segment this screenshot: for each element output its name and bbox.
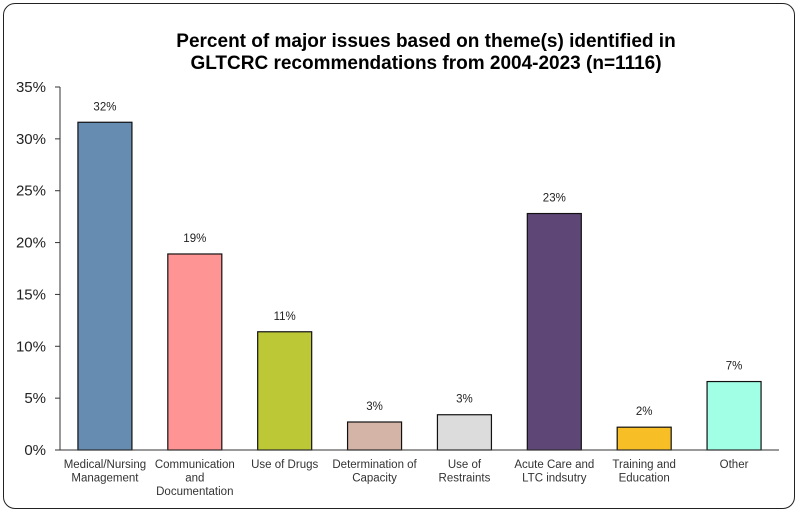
x-tick-label-line: Capacity	[352, 473, 397, 485]
data-label: 19%	[183, 233, 206, 245]
y-tick-label: 10%	[16, 338, 46, 355]
x-tick-label: Use of Restraints	[439, 459, 491, 485]
x-tick-label-line: Training and	[612, 459, 676, 471]
y-axis: 0% 5% 10% 15% 20% 25% 30% 35%	[16, 79, 61, 459]
chart-title: Percent of major issues based on theme(s…	[176, 31, 675, 74]
x-tick-label-line: Communication	[155, 459, 235, 471]
x-tick-label-line: LTC indsutry	[522, 473, 587, 485]
data-label: 23%	[543, 193, 566, 205]
y-tick-label: 15%	[16, 286, 46, 303]
bar	[257, 331, 313, 451]
x-tick-label-line: Documentation	[156, 486, 233, 498]
data-label: 3%	[456, 394, 473, 406]
bar	[346, 421, 403, 451]
x-tick-label-line: Determination of	[332, 459, 417, 471]
bar	[167, 253, 223, 451]
x-tick-label: Determination of Capacity	[332, 459, 417, 485]
x-tick-label: Acute Care and LTC indsutry	[514, 459, 594, 485]
y-tick-label: 5%	[24, 390, 46, 407]
bar	[706, 380, 762, 451]
y-tick-label: 30%	[16, 131, 46, 148]
y-tick-label: 35%	[16, 79, 46, 96]
x-tick-label: Medical/Nursing Management	[64, 459, 146, 485]
bar	[77, 121, 133, 451]
bars	[77, 121, 762, 451]
chart-title-line: GLTCRC recommendations from 2004-2023 (n…	[190, 53, 661, 74]
x-tick-label-line: Restraints	[439, 473, 491, 485]
data-label: 7%	[726, 361, 743, 373]
y-tick-label: 20%	[16, 235, 46, 252]
x-tick-label-line: Education	[619, 473, 670, 485]
data-labels: 32% 19% 11% 3% 3% 23% 2% 7%	[93, 101, 742, 418]
x-tick-label: Training and Education	[612, 459, 676, 485]
x-tick-label-line: Use of Drugs	[251, 459, 318, 471]
data-label: 32%	[93, 101, 116, 113]
bar	[436, 414, 493, 451]
x-tick-label-line: and	[185, 473, 204, 485]
data-label: 2%	[636, 406, 653, 418]
y-tick-label: 25%	[16, 183, 46, 200]
bar	[616, 426, 672, 451]
x-tick-label: Use of Drugs	[251, 459, 318, 471]
x-tick-label-line: Medical/Nursing	[64, 459, 146, 471]
data-label: 11%	[274, 311, 296, 323]
x-axis: Medical/Nursing Management Communication an…	[60, 449, 779, 498]
chart-title-line: Percent of major issues based on theme(s…	[176, 31, 675, 52]
x-tick-label: Other	[720, 459, 749, 471]
x-tick-label-line: Other	[720, 459, 749, 471]
x-tick-label-line: Use of	[448, 459, 482, 471]
x-tick-label-line: Acute Care and	[514, 459, 594, 471]
data-label: 3%	[366, 401, 383, 413]
x-tick-label: Communication and Documentation	[155, 459, 235, 498]
x-tick-label-line: Management	[71, 473, 139, 485]
bar	[526, 212, 582, 451]
y-tick-label: 0%	[24, 442, 46, 459]
